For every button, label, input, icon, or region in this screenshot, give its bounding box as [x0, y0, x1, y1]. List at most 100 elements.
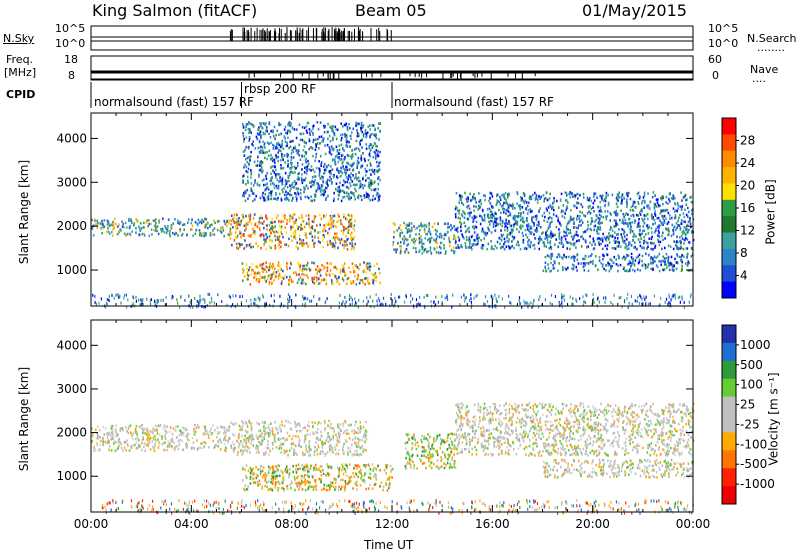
power-data-cell — [685, 247, 688, 250]
power-data-cell — [683, 242, 685, 245]
power-data-cell — [304, 177, 307, 180]
power-data-cell — [355, 121, 357, 125]
power-data-cell — [274, 220, 276, 224]
power-data-cell — [667, 202, 669, 205]
power-data-cell — [304, 267, 306, 271]
power-data-cell — [258, 220, 260, 224]
power-data-cell — [367, 196, 370, 200]
power-data-cell — [318, 171, 321, 175]
power-data-cell — [139, 222, 142, 225]
power-noise-cell — [582, 295, 584, 299]
power-data-cell — [248, 137, 251, 141]
power-data-cell — [490, 210, 493, 214]
power-data-cell — [301, 181, 304, 185]
power-noise-cell — [527, 305, 529, 309]
velocity-noise-cell — [165, 503, 167, 507]
power-data-cell — [593, 209, 595, 213]
power-data-cell — [156, 229, 159, 233]
power-data-cell — [531, 193, 534, 197]
power-noise-cell — [142, 298, 144, 302]
power-data-cell — [633, 241, 636, 244]
power-data-cell — [468, 226, 470, 230]
velocity-noise-cell — [368, 507, 370, 511]
velocity-noise-cell — [151, 509, 153, 513]
velocity-noise-cell — [536, 508, 538, 512]
power-data-cell — [464, 191, 466, 195]
power-data-cell — [427, 249, 429, 253]
power-data-cell — [578, 239, 580, 242]
power-noise-cell — [228, 294, 230, 298]
power-data-cell — [619, 218, 621, 222]
power-data-cell — [347, 231, 349, 234]
power-data-cell — [261, 222, 264, 225]
power-data-cell — [470, 199, 472, 202]
power-data-cell — [591, 219, 594, 223]
power-data-cell — [270, 193, 272, 196]
power-data-cell — [652, 216, 655, 219]
power-data-cell — [546, 233, 549, 237]
power-data-cell — [248, 128, 251, 131]
power-data-cell — [672, 230, 675, 234]
velocity-noise-cell — [152, 507, 154, 511]
power-data-cell — [95, 223, 98, 226]
power-data-cell — [572, 195, 574, 198]
power-data-cell — [631, 268, 634, 272]
power-data-cell — [674, 257, 676, 261]
power-data-cell — [280, 268, 282, 271]
power-data-cell — [204, 217, 206, 221]
power-data-cell — [635, 235, 637, 238]
power-data-cell — [315, 189, 318, 192]
power-data-cell — [560, 211, 563, 214]
power-data-cell — [644, 264, 647, 267]
power-data-cell — [239, 221, 241, 224]
power-data-cell — [682, 212, 685, 215]
power-data-cell — [658, 243, 661, 247]
power-data-cell — [624, 246, 627, 249]
power-data-cell — [187, 218, 190, 221]
power-data-cell — [576, 269, 578, 272]
velocity-noise-cell — [510, 504, 513, 508]
velocity-noise-cell — [217, 502, 220, 506]
velocity-noise-cell — [331, 502, 334, 506]
power-data-cell — [475, 201, 477, 204]
power-data-cell — [571, 218, 574, 221]
power-data-cell — [425, 223, 428, 227]
power-data-cell — [399, 232, 402, 235]
power-data-cell — [313, 282, 316, 285]
power-noise-cell — [532, 302, 534, 306]
power-data-cell — [437, 251, 440, 254]
power-data-cell — [672, 197, 675, 201]
power-data-cell — [343, 213, 345, 216]
power-data-cell — [257, 128, 259, 132]
power-data-cell — [515, 243, 518, 246]
power-data-cell — [320, 161, 323, 164]
power-data-cell — [502, 211, 505, 214]
power-data-cell — [166, 229, 169, 232]
power-data-cell — [283, 274, 286, 278]
velocity-noise-cell — [579, 504, 581, 508]
power-data-cell — [623, 197, 626, 200]
power-data-cell — [629, 231, 632, 234]
power-data-cell — [656, 217, 659, 220]
power-data-cell — [323, 125, 326, 129]
power-data-cell — [575, 230, 578, 234]
power-data-cell — [360, 154, 363, 158]
power-data-cell — [499, 222, 502, 226]
power-data-cell — [589, 204, 592, 208]
power-data-cell — [679, 228, 682, 231]
power-noise-cell — [154, 299, 156, 303]
power-data-cell — [301, 178, 304, 182]
power-data-cell — [671, 268, 674, 271]
power-data-cell — [544, 197, 547, 200]
power-data-cell — [552, 267, 555, 270]
power-noise-cell — [495, 299, 498, 303]
power-data-cell — [354, 148, 356, 151]
power-data-cell — [284, 171, 287, 175]
power-data-cell — [264, 146, 266, 149]
power-data-cell — [629, 208, 632, 212]
power-data-cell — [270, 220, 272, 224]
power-data-cell — [332, 148, 335, 151]
power-data-cell — [507, 204, 509, 207]
power-data-cell — [286, 267, 289, 271]
power-data-cell — [332, 219, 335, 223]
